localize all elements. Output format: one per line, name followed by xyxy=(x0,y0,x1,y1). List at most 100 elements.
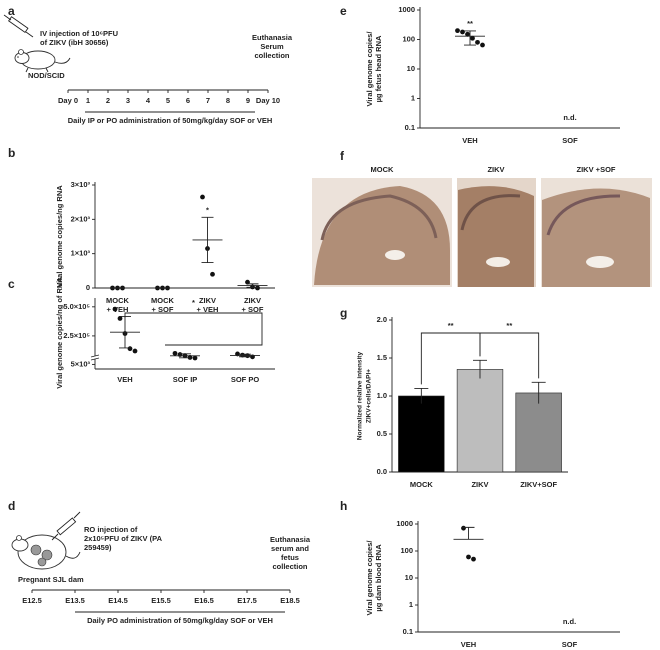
x-tick-label: SOF xyxy=(562,640,578,649)
image-label: ZIKV xyxy=(487,165,504,174)
data-point xyxy=(200,194,205,200)
x-tick-label: MOCK xyxy=(106,296,129,305)
timeline-label: 8 xyxy=(226,96,230,105)
timeline-label: 3 xyxy=(126,96,130,105)
error-bar xyxy=(464,30,476,46)
error-bar xyxy=(462,526,475,540)
error-bar xyxy=(179,353,191,359)
endpoint-text: Euthanasia xyxy=(270,535,311,544)
data-point xyxy=(480,42,485,48)
x-tick-label: VEH xyxy=(461,640,476,649)
y-tick-label: 0.1 xyxy=(405,123,415,132)
endpoint-text: serum and xyxy=(271,544,309,553)
injection-text: 2x10⁵PFU of ZIKV (PA xyxy=(84,534,163,543)
y-axis-label: Viral genome copies/ xyxy=(365,31,374,107)
bar xyxy=(456,369,504,473)
endpoint-text: fetus xyxy=(281,553,299,562)
endpoint-text: Serum xyxy=(260,42,284,51)
data-point xyxy=(465,31,470,37)
not-detected-label: n.d. xyxy=(563,617,576,626)
timeline-label: E17.5 xyxy=(237,596,257,605)
x-tick-label: SOF xyxy=(562,136,578,145)
timeline-label: Day 10 xyxy=(256,96,280,105)
y-axis-label: ZIKV+cells/DAPI+ xyxy=(366,369,373,423)
error-bar xyxy=(239,353,251,358)
timeline-label: 9 xyxy=(246,96,250,105)
injection-text: RO injection of xyxy=(84,525,138,534)
axis-break xyxy=(90,357,100,361)
x-tick-label: ZIKV xyxy=(471,480,488,489)
y-axis-label: Viral genome copies/ng RNA xyxy=(55,185,64,288)
not-detected-label: n.d. xyxy=(563,113,576,122)
data-point xyxy=(461,525,466,531)
data-point xyxy=(192,355,198,361)
treatment-text: Daily IP or PO administration of 50mg/kg… xyxy=(68,116,273,125)
data-point xyxy=(470,35,475,41)
axis-break xyxy=(91,356,99,359)
timeline-label: Day 0 xyxy=(58,96,78,105)
significance-bracket xyxy=(124,312,263,346)
bar xyxy=(515,392,562,473)
y-tick-label: 5×10³ xyxy=(71,359,91,368)
image-label: MOCK xyxy=(371,165,394,174)
x-tick-label: + SOF xyxy=(152,305,174,314)
injection-text: IV injection of 10⁶PFU xyxy=(40,29,118,38)
panel-label: c xyxy=(8,277,15,291)
y-tick-label: 5.0×10⁵ xyxy=(63,302,90,311)
y-tick-label: 2×10³ xyxy=(71,214,91,223)
x-tick-label: MOCK xyxy=(410,480,433,489)
injection-text: of ZIKV (ibH 30656) xyxy=(40,38,109,47)
error-bar xyxy=(531,381,546,404)
y-tick-label: 1 xyxy=(409,600,413,609)
data-point xyxy=(460,29,465,35)
injection-text: 259459) xyxy=(84,543,112,552)
y-axis-label: µg dam blood RNA xyxy=(374,544,383,612)
y-axis-label: Viral genome copies/ng of RNA xyxy=(55,277,64,389)
data-point xyxy=(471,556,476,562)
data-point xyxy=(117,316,123,321)
y-tick-label: 1×10³ xyxy=(71,249,91,258)
timeline-label: 4 xyxy=(146,96,151,105)
y-tick-label: 10 xyxy=(407,64,415,73)
y-tick-label: 3×10³ xyxy=(71,180,91,189)
y-tick-label: 1000 xyxy=(396,519,413,528)
strain-label: NOD/SCID xyxy=(28,71,65,80)
significance-label: * xyxy=(206,205,209,214)
data-point xyxy=(255,285,260,291)
x-tick-label: SOF IP xyxy=(173,375,198,384)
data-point xyxy=(475,39,480,45)
data-point xyxy=(245,279,250,285)
syringe-icon xyxy=(3,14,34,38)
significance-bracket xyxy=(479,332,540,379)
panel-label: h xyxy=(340,499,347,513)
y-tick-label: 10 xyxy=(405,573,413,582)
endpoint-text: Euthanasia xyxy=(252,33,293,42)
panel-label: d xyxy=(8,499,15,513)
x-tick-label: + VEH xyxy=(197,305,219,314)
timeline-label: 7 xyxy=(206,96,210,105)
data-point xyxy=(127,346,133,352)
y-tick-label: 100 xyxy=(400,546,413,555)
error-bar xyxy=(201,216,214,264)
y-tick-label: 0.1 xyxy=(403,627,413,636)
pregnant-mouse-icon xyxy=(11,534,81,570)
timeline-label: E12.5 xyxy=(22,596,42,605)
y-tick-label: 2.0 xyxy=(377,315,387,324)
histology-images xyxy=(312,178,652,287)
y-tick-label: 2.5×10⁵ xyxy=(63,331,90,340)
endpoint-text: collection xyxy=(254,51,289,60)
y-tick-label: 1.0 xyxy=(377,391,387,400)
significance-label: ** xyxy=(506,321,512,330)
endpoint-text: collection xyxy=(272,562,307,571)
panel-label: g xyxy=(340,306,347,320)
y-tick-label: 1000 xyxy=(398,5,415,14)
data-point xyxy=(455,28,460,34)
y-tick-label: 1 xyxy=(411,93,415,102)
y-axis-label: µg fetus head RNA xyxy=(374,35,383,102)
x-tick-label: ZIKV+SOF xyxy=(520,480,557,489)
timeline-label: 6 xyxy=(186,96,190,105)
treatment-text: Daily PO administration of 50mg/kg/day S… xyxy=(87,616,273,625)
timeline-label: E13.5 xyxy=(65,596,85,605)
x-tick-label: VEH xyxy=(462,136,477,145)
